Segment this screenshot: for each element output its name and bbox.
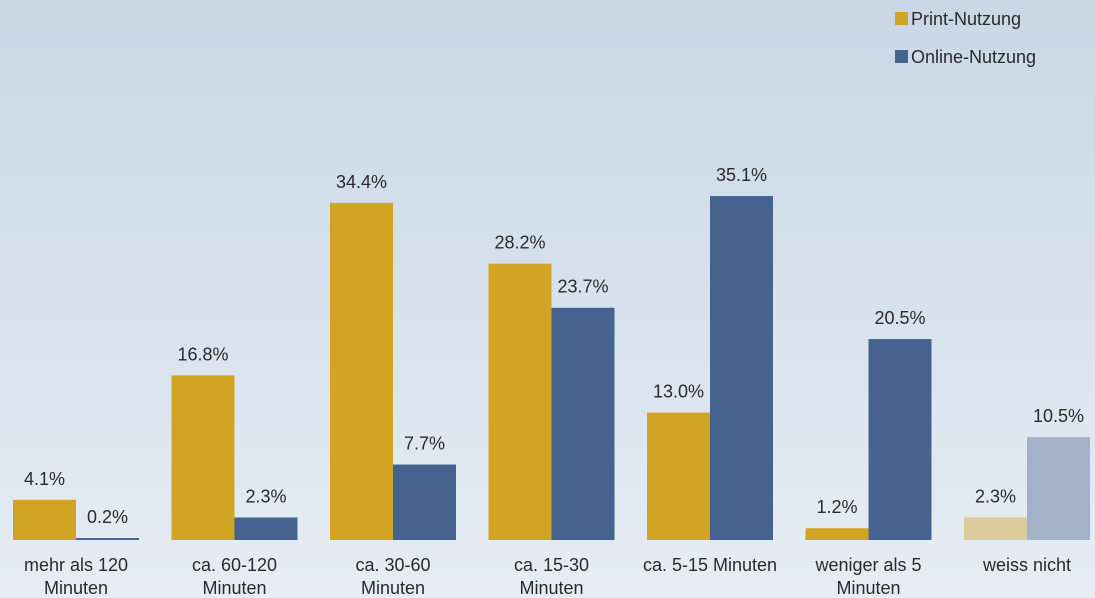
bar-online-6 <box>1027 437 1090 540</box>
category-label-5: weniger als 5 Minuten <box>814 555 921 598</box>
bar-print-0 <box>13 500 76 540</box>
legend-swatch-online <box>895 50 908 63</box>
value-label-print-1: 16.8% <box>177 344 228 364</box>
bar-print-1 <box>172 375 235 540</box>
bar-print-4 <box>647 413 710 540</box>
category-label-2: ca. 30-60 Minuten <box>355 555 430 598</box>
value-label-online-4: 35.1% <box>716 165 767 185</box>
category-label-6: weiss nicht <box>982 555 1071 575</box>
value-label-print-2: 34.4% <box>336 172 387 192</box>
value-label-print-5: 1.2% <box>816 497 857 517</box>
value-label-print-0: 4.1% <box>24 469 65 489</box>
value-label-online-0: 0.2% <box>87 507 128 527</box>
value-label-online-2: 7.7% <box>404 434 445 454</box>
category-labels-group: mehr als 120 Minuten ca. 60-120 Minuten ca. … <box>24 555 1071 598</box>
legend-label-online: Online-Nutzung <box>911 47 1036 67</box>
legend-swatch-print <box>895 12 908 25</box>
value-label-print-3: 28.2% <box>494 233 545 253</box>
bar-print-5 <box>806 528 869 540</box>
bar-online-4 <box>710 196 773 540</box>
legend-label-print: Print-Nutzung <box>911 9 1021 29</box>
value-label-online-3: 23.7% <box>557 277 608 297</box>
value-label-print-6: 2.3% <box>975 486 1016 506</box>
bar-online-1 <box>235 517 298 540</box>
bar-online-3 <box>552 308 615 540</box>
category-label-3: ca. 15-30 Minuten <box>514 555 589 598</box>
bar-online-0 <box>76 538 139 540</box>
value-label-online-1: 2.3% <box>245 486 286 506</box>
bar-online-5 <box>869 339 932 540</box>
value-label-online-5: 20.5% <box>874 308 925 328</box>
value-label-print-4: 13.0% <box>653 382 704 402</box>
bar-online-2 <box>393 465 456 540</box>
legend: Print-Nutzung Online-Nutzung <box>895 9 1036 67</box>
bar-print-3 <box>489 264 552 540</box>
bars-group <box>13 196 1090 540</box>
category-label-0: mehr als 120 Minuten <box>24 555 128 598</box>
category-label-1: ca. 60-120 Minuten <box>192 555 277 598</box>
value-label-online-6: 10.5% <box>1033 406 1084 426</box>
category-label-4: ca. 5-15 Minuten <box>643 555 777 575</box>
bar-print-6 <box>964 517 1027 540</box>
bar-print-2 <box>330 203 393 540</box>
